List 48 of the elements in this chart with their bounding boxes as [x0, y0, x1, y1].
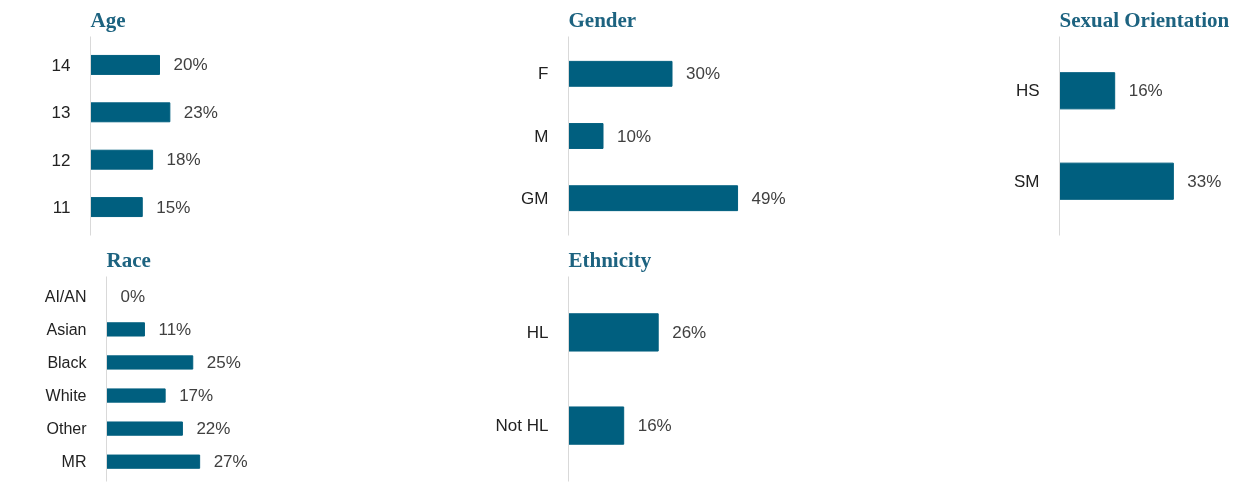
data-label: 25%	[206, 352, 241, 372]
y-tick-label: Other	[46, 420, 88, 438]
y-tick-label: HL	[526, 322, 549, 342]
data-label: 30%	[686, 64, 721, 84]
chart-title: Sexual Orientation	[1059, 7, 1230, 32]
y-tick-label: Not HL	[495, 416, 549, 436]
y-tick-label: M	[534, 126, 549, 146]
y-tick-label: HS	[1015, 81, 1040, 101]
y-tick-label: MR	[61, 453, 87, 471]
bar	[106, 421, 183, 436]
data-label: 27%	[213, 452, 248, 472]
bar	[90, 197, 143, 218]
data-label: 0%	[120, 286, 146, 306]
y-tick-label: GM	[521, 188, 549, 208]
data-label: 26%	[672, 322, 707, 342]
chart-title: Ethnicity	[568, 247, 652, 272]
bar	[90, 149, 154, 170]
y-tick-label: Black	[47, 353, 88, 371]
y-tick-label: Asian	[46, 320, 87, 338]
bar	[106, 355, 194, 370]
y-tick-label: 13	[51, 103, 71, 123]
chart-title: Gender	[568, 7, 637, 32]
data-label: 18%	[166, 150, 201, 170]
y-tick-label: 14	[51, 55, 71, 75]
data-label: 11%	[158, 319, 192, 339]
chart-title: Race	[106, 247, 151, 272]
data-label: 15%	[156, 197, 191, 217]
data-label: 23%	[183, 102, 218, 122]
y-tick-label: SM	[1014, 171, 1040, 191]
y-tick-label: AI/AN	[44, 287, 87, 305]
y-tick-label: F	[538, 64, 549, 84]
data-label: 22%	[196, 419, 231, 439]
y-tick-label: White	[45, 387, 87, 405]
data-label: 49%	[751, 188, 786, 208]
data-label: 20%	[173, 55, 208, 75]
data-label: 16%	[637, 416, 672, 436]
y-tick-label: 12	[51, 150, 71, 170]
data-label: 10%	[617, 126, 652, 146]
data-label: 33%	[1187, 171, 1222, 191]
bar	[106, 454, 201, 469]
bar	[106, 322, 145, 337]
bar	[106, 388, 166, 403]
chart-title: Age	[90, 7, 126, 32]
data-label: 17%	[179, 386, 214, 406]
bar	[90, 102, 171, 123]
y-tick-label: 11	[52, 198, 71, 218]
bar	[90, 54, 160, 75]
data-label: 16%	[1128, 81, 1163, 101]
